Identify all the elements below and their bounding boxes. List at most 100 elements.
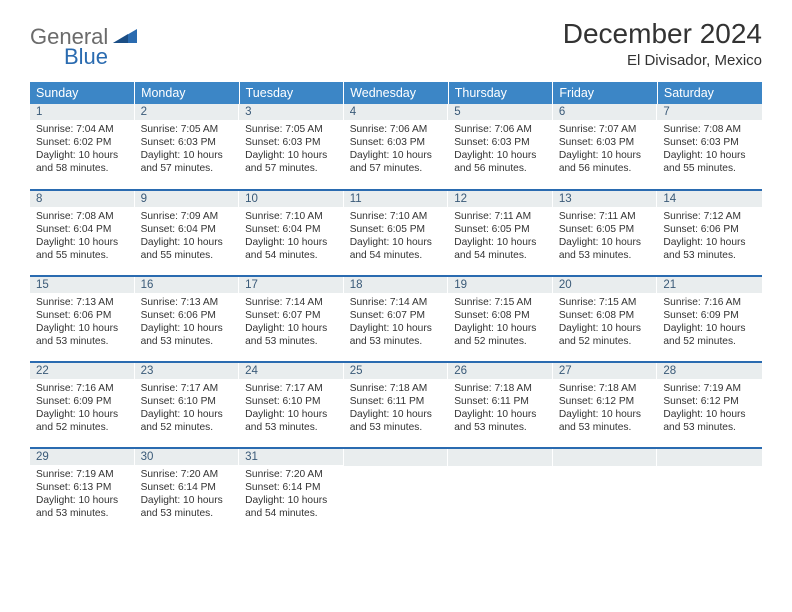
- sunrise-line: Sunrise: 7:18 AM: [559, 382, 652, 395]
- day-number: 20: [553, 277, 658, 293]
- calendar-cell: 10Sunrise: 7:10 AMSunset: 6:04 PMDayligh…: [239, 190, 344, 276]
- daylight-line: Daylight: 10 hours and 54 minutes.: [350, 236, 443, 262]
- sunset-line: Sunset: 6:10 PM: [245, 395, 338, 408]
- daylight-line: Daylight: 10 hours and 54 minutes.: [245, 236, 338, 262]
- day-content: Sunrise: 7:15 AMSunset: 6:08 PMDaylight:…: [553, 293, 658, 352]
- day-number: 30: [135, 449, 240, 465]
- sunset-line: Sunset: 6:06 PM: [36, 309, 129, 322]
- day-number-empty: [448, 449, 553, 466]
- sunrise-line: Sunrise: 7:14 AM: [350, 296, 443, 309]
- sunset-line: Sunset: 6:07 PM: [245, 309, 338, 322]
- day-content: Sunrise: 7:18 AMSunset: 6:11 PMDaylight:…: [448, 379, 553, 438]
- sunset-line: Sunset: 6:05 PM: [350, 223, 443, 236]
- calendar-cell: 26Sunrise: 7:18 AMSunset: 6:11 PMDayligh…: [448, 362, 553, 448]
- day-number: 22: [30, 363, 135, 379]
- sunrise-line: Sunrise: 7:14 AM: [245, 296, 338, 309]
- sunset-line: Sunset: 6:08 PM: [454, 309, 547, 322]
- daylight-line: Daylight: 10 hours and 52 minutes.: [663, 322, 756, 348]
- day-content: Sunrise: 7:04 AMSunset: 6:02 PMDaylight:…: [30, 120, 135, 179]
- day-number: 11: [344, 191, 449, 207]
- sunrise-line: Sunrise: 7:05 AM: [245, 123, 338, 136]
- day-number-empty: [553, 449, 658, 466]
- sunset-line: Sunset: 6:13 PM: [36, 481, 129, 494]
- sunset-line: Sunset: 6:09 PM: [663, 309, 756, 322]
- daylight-line: Daylight: 10 hours and 52 minutes.: [559, 322, 652, 348]
- sunset-line: Sunset: 6:05 PM: [454, 223, 547, 236]
- sunrise-line: Sunrise: 7:08 AM: [663, 123, 756, 136]
- daylight-line: Daylight: 10 hours and 53 minutes.: [350, 408, 443, 434]
- daylight-line: Daylight: 10 hours and 53 minutes.: [350, 322, 443, 348]
- day-number: 29: [30, 449, 135, 465]
- sunset-line: Sunset: 6:03 PM: [559, 136, 652, 149]
- day-number: 21: [657, 277, 762, 293]
- day-content: Sunrise: 7:08 AMSunset: 6:04 PMDaylight:…: [30, 207, 135, 266]
- calendar-cell: 21Sunrise: 7:16 AMSunset: 6:09 PMDayligh…: [657, 276, 762, 362]
- day-content: Sunrise: 7:12 AMSunset: 6:06 PMDaylight:…: [657, 207, 762, 266]
- day-number: 17: [239, 277, 344, 293]
- day-content: Sunrise: 7:20 AMSunset: 6:14 PMDaylight:…: [135, 465, 240, 524]
- day-number: 12: [448, 191, 553, 207]
- daylight-line: Daylight: 10 hours and 53 minutes.: [663, 236, 756, 262]
- daylight-line: Daylight: 10 hours and 53 minutes.: [559, 236, 652, 262]
- header: General Blue December 2024 El Divisador,…: [30, 18, 762, 70]
- day-number: 6: [553, 104, 658, 120]
- day-content: Sunrise: 7:16 AMSunset: 6:09 PMDaylight:…: [30, 379, 135, 438]
- calendar-row: 15Sunrise: 7:13 AMSunset: 6:06 PMDayligh…: [30, 276, 762, 362]
- daylight-line: Daylight: 10 hours and 53 minutes.: [36, 494, 129, 520]
- day-content: Sunrise: 7:08 AMSunset: 6:03 PMDaylight:…: [657, 120, 762, 179]
- sunset-line: Sunset: 6:12 PM: [663, 395, 756, 408]
- calendar-row: 1Sunrise: 7:04 AMSunset: 6:02 PMDaylight…: [30, 104, 762, 190]
- sunrise-line: Sunrise: 7:10 AM: [245, 210, 338, 223]
- sunrise-line: Sunrise: 7:15 AM: [454, 296, 547, 309]
- calendar-cell: 16Sunrise: 7:13 AMSunset: 6:06 PMDayligh…: [135, 276, 240, 362]
- daylight-line: Daylight: 10 hours and 53 minutes.: [559, 408, 652, 434]
- calendar-cell: 12Sunrise: 7:11 AMSunset: 6:05 PMDayligh…: [448, 190, 553, 276]
- sunrise-line: Sunrise: 7:13 AM: [36, 296, 129, 309]
- day-content: Sunrise: 7:20 AMSunset: 6:14 PMDaylight:…: [239, 465, 344, 524]
- day-content: Sunrise: 7:06 AMSunset: 6:03 PMDaylight:…: [448, 120, 553, 179]
- sunset-line: Sunset: 6:05 PM: [559, 223, 652, 236]
- sunset-line: Sunset: 6:14 PM: [245, 481, 338, 494]
- day-content: Sunrise: 7:11 AMSunset: 6:05 PMDaylight:…: [448, 207, 553, 266]
- sunset-line: Sunset: 6:06 PM: [663, 223, 756, 236]
- daylight-line: Daylight: 10 hours and 52 minutes.: [141, 408, 234, 434]
- daylight-line: Daylight: 10 hours and 56 minutes.: [559, 149, 652, 175]
- sunrise-line: Sunrise: 7:07 AM: [559, 123, 652, 136]
- daylight-line: Daylight: 10 hours and 57 minutes.: [245, 149, 338, 175]
- sunrise-line: Sunrise: 7:18 AM: [454, 382, 547, 395]
- weekday-header: Saturday: [657, 82, 762, 104]
- day-number: 24: [239, 363, 344, 379]
- day-content: Sunrise: 7:17 AMSunset: 6:10 PMDaylight:…: [135, 379, 240, 438]
- daylight-line: Daylight: 10 hours and 53 minutes.: [454, 408, 547, 434]
- sunrise-line: Sunrise: 7:19 AM: [36, 468, 129, 481]
- calendar-cell: 13Sunrise: 7:11 AMSunset: 6:05 PMDayligh…: [553, 190, 658, 276]
- day-number: 3: [239, 104, 344, 120]
- day-content: Sunrise: 7:11 AMSunset: 6:05 PMDaylight:…: [553, 207, 658, 266]
- day-content: Sunrise: 7:10 AMSunset: 6:05 PMDaylight:…: [344, 207, 449, 266]
- day-content: Sunrise: 7:09 AMSunset: 6:04 PMDaylight:…: [135, 207, 240, 266]
- title-block: December 2024 El Divisador, Mexico: [563, 18, 762, 69]
- day-number: 2: [135, 104, 240, 120]
- day-content: Sunrise: 7:17 AMSunset: 6:10 PMDaylight:…: [239, 379, 344, 438]
- daylight-line: Daylight: 10 hours and 53 minutes.: [663, 408, 756, 434]
- calendar-cell: 18Sunrise: 7:14 AMSunset: 6:07 PMDayligh…: [344, 276, 449, 362]
- sunset-line: Sunset: 6:03 PM: [454, 136, 547, 149]
- sunset-line: Sunset: 6:09 PM: [36, 395, 129, 408]
- sunrise-line: Sunrise: 7:12 AM: [663, 210, 756, 223]
- calendar-cell: 3Sunrise: 7:05 AMSunset: 6:03 PMDaylight…: [239, 104, 344, 190]
- sunrise-line: Sunrise: 7:15 AM: [559, 296, 652, 309]
- day-number: 18: [344, 277, 449, 293]
- day-content: Sunrise: 7:14 AMSunset: 6:07 PMDaylight:…: [239, 293, 344, 352]
- day-number: 25: [344, 363, 449, 379]
- daylight-line: Daylight: 10 hours and 56 minutes.: [454, 149, 547, 175]
- day-content: Sunrise: 7:06 AMSunset: 6:03 PMDaylight:…: [344, 120, 449, 179]
- calendar-head: SundayMondayTuesdayWednesdayThursdayFrid…: [30, 82, 762, 104]
- sunrise-line: Sunrise: 7:08 AM: [36, 210, 129, 223]
- daylight-line: Daylight: 10 hours and 54 minutes.: [245, 494, 338, 520]
- logo: General Blue: [30, 24, 139, 70]
- day-number: 16: [135, 277, 240, 293]
- day-content: Sunrise: 7:07 AMSunset: 6:03 PMDaylight:…: [553, 120, 658, 179]
- sunrise-line: Sunrise: 7:11 AM: [559, 210, 652, 223]
- day-content: Sunrise: 7:14 AMSunset: 6:07 PMDaylight:…: [344, 293, 449, 352]
- day-number: 13: [553, 191, 658, 207]
